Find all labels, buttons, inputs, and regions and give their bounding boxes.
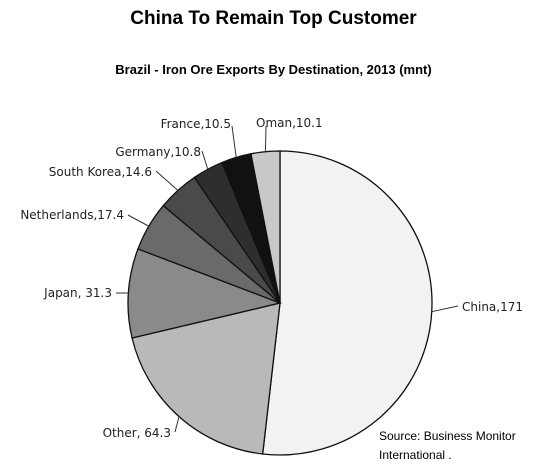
slice-label-other: Other, 64.3 bbox=[103, 426, 171, 440]
leader-line-germany bbox=[201, 150, 209, 170]
leader-line-china bbox=[431, 305, 459, 313]
slice-label-south-korea: South Korea,14.6 bbox=[49, 165, 152, 179]
slice-label-japan: Japan, 31.3 bbox=[43, 286, 112, 300]
pie-slice-other bbox=[131, 302, 281, 455]
leader-line-south-korea bbox=[155, 170, 179, 191]
pie-slices bbox=[127, 150, 433, 456]
source-note: Source: Business Monitor International . bbox=[379, 429, 516, 462]
leader-line-france bbox=[231, 125, 237, 158]
pie-slice-oman bbox=[250, 150, 281, 304]
leader-line-oman bbox=[264, 125, 267, 152]
slice-label-china: China,171 bbox=[462, 300, 523, 314]
leader-line-netherlands bbox=[127, 214, 150, 227]
slice-label-netherlands: Netherlands,17.4 bbox=[20, 208, 124, 222]
slice-label-oman: Oman,10.1 bbox=[256, 116, 323, 130]
slice-labels: China,171 Other, 64.3 Japan, 31.3 Netherlan… bbox=[20, 116, 523, 440]
slice-label-france: France,10.5 bbox=[161, 117, 231, 131]
chart-title: China To Remain Top Customer bbox=[130, 8, 417, 29]
leader-lines bbox=[115, 125, 459, 433]
chart-subtitle: Brazil - Iron Ore Exports By Destination… bbox=[115, 62, 432, 77]
pie-slice-china bbox=[261, 150, 433, 456]
pie-slice-japan bbox=[127, 248, 283, 339]
slice-label-germany: Germany,10.8 bbox=[115, 145, 201, 159]
leader-line-other bbox=[174, 416, 180, 433]
